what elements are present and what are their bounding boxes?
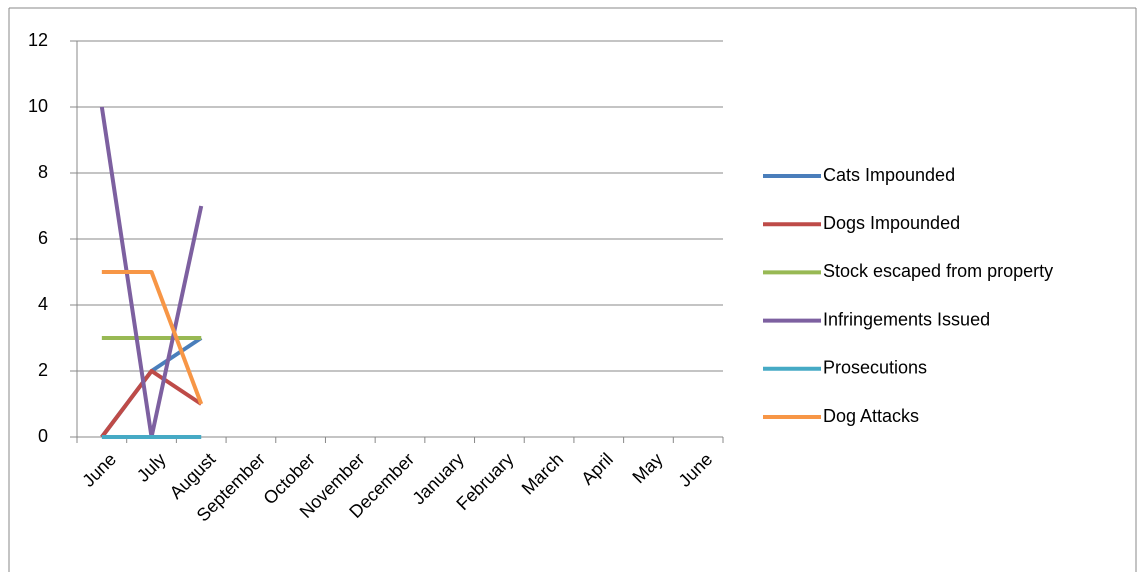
series-line [100,336,203,439]
y-tick-label: 10 [28,96,48,116]
y-tick-label: 0 [38,426,48,446]
x-tick-label: April [577,449,617,489]
x-tick-label: March [518,449,568,499]
y-tick-label: 12 [28,30,48,50]
legend-label: Prosecutions [823,358,927,378]
legend-label: Stock escaped from property [823,261,1053,281]
legend-label: Dogs Impounded [823,213,960,233]
y-tick-label: 2 [38,360,48,380]
y-tick-label: 4 [38,294,48,314]
legend-label: Infringements Issued [823,309,990,329]
x-tick-label: May [628,449,666,487]
series-line [101,270,204,405]
legend-label: Dog Attacks [823,406,919,426]
x-tick-label: June [78,449,120,491]
x-tick-label: July [133,449,170,486]
y-tick-label: 8 [38,162,48,182]
y-tick-label: 6 [38,228,48,248]
legend-label: Cats Impounded [823,165,955,185]
x-tick-label: June [675,449,717,491]
series-line [100,369,203,439]
